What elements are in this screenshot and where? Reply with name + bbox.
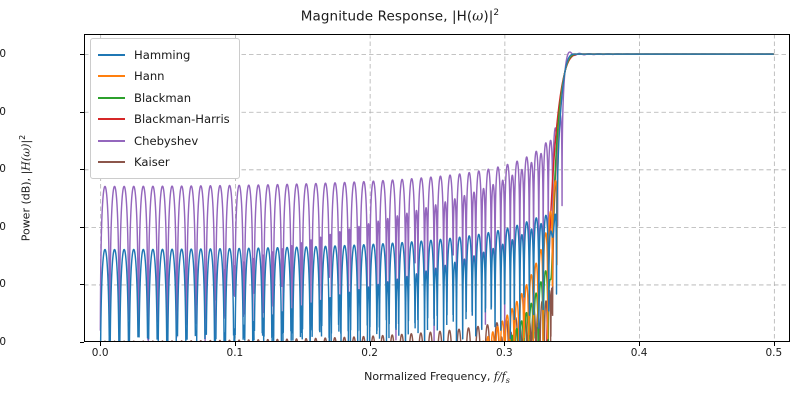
y-axis-label-exponent: 2 xyxy=(18,134,27,140)
y-tickmark xyxy=(80,169,84,171)
legend-item-label: Hamming xyxy=(134,47,191,62)
legend-color-swatch xyxy=(98,161,125,164)
y-tickmark xyxy=(80,342,84,343)
y-tickmark xyxy=(80,226,84,228)
x-tickmark xyxy=(234,342,236,346)
x-tick-label: 0.1 xyxy=(226,347,244,359)
x-tickmark xyxy=(639,342,641,346)
y-tick-label: −20 xyxy=(0,105,6,118)
x-tick-label: 0.0 xyxy=(91,347,109,359)
chart-legend: Hamming Hann Blackman Blackman-Harris Chebys… xyxy=(90,38,240,179)
legend-item[interactable]: Kaiser xyxy=(98,152,230,174)
x-axis-label: Normalized Frequency, f/fs xyxy=(84,370,790,385)
y-tickmark xyxy=(80,54,84,56)
chart-title-tail: )| xyxy=(483,8,494,25)
y-axis-label-h: H xyxy=(19,161,33,171)
x-axis-label-fs: f xyxy=(501,370,506,383)
legend-item-label: Blackman-Harris xyxy=(134,112,230,127)
legend-item[interactable]: Hann xyxy=(98,66,230,88)
legend-item[interactable]: Hamming xyxy=(98,44,230,66)
legend-item-label: Chebyshev xyxy=(134,133,199,148)
x-tickmark xyxy=(504,342,506,346)
y-axis-label-main: Power (dB), | xyxy=(19,170,33,242)
legend-item-label: Hann xyxy=(134,69,165,84)
x-axis-label-subscript: s xyxy=(505,376,510,386)
y-axis-label-tail: | xyxy=(19,139,33,144)
chart-title-main: Magnitude Response, |H( xyxy=(300,8,473,25)
chart-title: Magnitude Response, |H(ω)|2 xyxy=(0,8,800,25)
legend-color-swatch xyxy=(98,139,125,142)
chart-title-omega: ω xyxy=(472,8,484,25)
legend-color-swatch xyxy=(98,53,125,56)
chart-title-exponent: 2 xyxy=(493,8,500,18)
legend-color-swatch xyxy=(98,118,125,121)
x-axis-label-slash: / xyxy=(497,370,502,383)
x-axis-label-f: f xyxy=(493,370,498,383)
x-tickmark xyxy=(369,342,371,346)
legend-item[interactable]: Blackman-Harris xyxy=(98,109,230,131)
legend-item[interactable]: Blackman xyxy=(98,87,230,109)
x-tick-label: 0.5 xyxy=(765,347,783,359)
x-tickmark xyxy=(100,342,102,346)
legend-item-label: Kaiser xyxy=(134,155,170,170)
x-tick-label: 0.4 xyxy=(630,347,648,359)
x-tick-label: 0.2 xyxy=(361,347,378,359)
legend-item[interactable]: Chebyshev xyxy=(98,130,230,152)
y-tickmark xyxy=(80,111,84,113)
y-tickmark xyxy=(80,284,84,286)
plot-area: Hamming Hann Blackman Blackman-Harris Chebys… xyxy=(84,34,790,342)
legend-color-swatch xyxy=(98,75,125,78)
x-tick-label: 0.3 xyxy=(496,347,513,359)
y-axis-label-omega: (ω) xyxy=(19,143,33,162)
y-axis-label: Power (dB), |H(ω)|2 xyxy=(18,34,33,342)
y-tick-label: −60 xyxy=(0,220,6,233)
legend-item-label: Blackman xyxy=(134,90,192,105)
plot-frame xyxy=(84,34,790,342)
y-tick-label: −80 xyxy=(0,278,6,291)
y-tick-label: −40 xyxy=(0,163,6,176)
legend-color-swatch xyxy=(98,96,125,99)
y-tick-label: −100 xyxy=(0,336,6,348)
x-axis-label-main: Normalized Frequency, xyxy=(364,370,494,383)
y-tick-label: 0 xyxy=(0,48,6,61)
x-tickmark xyxy=(773,342,775,346)
